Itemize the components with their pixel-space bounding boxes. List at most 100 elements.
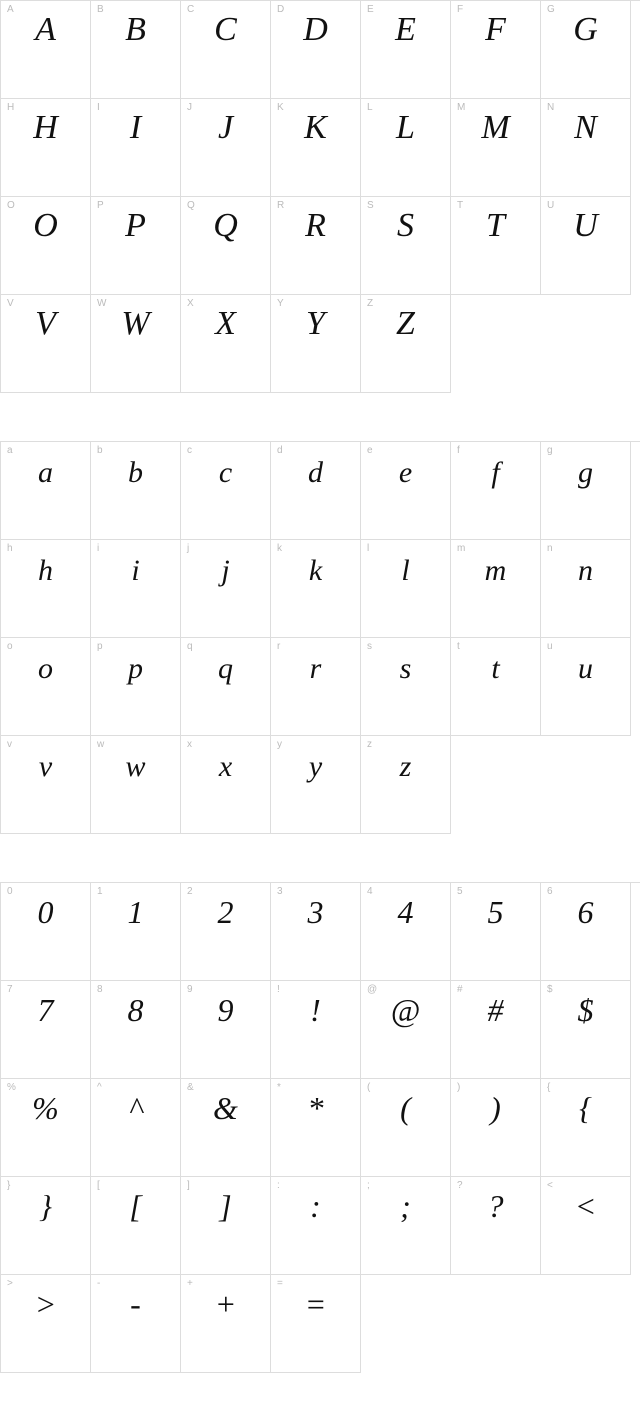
key-label: h xyxy=(7,544,13,554)
key-label: k xyxy=(277,544,282,554)
glyph-cell: ?? xyxy=(451,1177,541,1275)
glyph: G xyxy=(541,11,630,48)
glyph-cell: WW xyxy=(91,295,181,393)
key-label: v xyxy=(7,740,12,750)
glyph: N xyxy=(541,109,630,146)
glyph: r xyxy=(271,652,360,685)
glyph: 6 xyxy=(541,895,630,930)
glyph: O xyxy=(1,207,90,244)
glyph-cell: ^^ xyxy=(91,1079,181,1177)
glyph: l xyxy=(361,554,450,587)
glyph: b xyxy=(91,456,180,489)
glyph-cell: ww xyxy=(91,736,181,834)
glyph: j xyxy=(181,554,270,587)
glyph: I xyxy=(91,109,180,146)
glyph: } xyxy=(1,1189,90,1224)
glyph-cell: rr xyxy=(271,638,361,736)
glyph-cell: YY xyxy=(271,295,361,393)
glyph: a xyxy=(1,456,90,489)
glyph: # xyxy=(451,993,540,1028)
glyph-cell: QQ xyxy=(181,197,271,295)
glyph: Z xyxy=(361,305,450,342)
glyph: = xyxy=(271,1287,360,1322)
glyph: U xyxy=(541,207,630,244)
glyph-cell: II xyxy=(91,99,181,197)
key-label: c xyxy=(187,446,192,456)
key-label: b xyxy=(97,446,103,456)
key-label: r xyxy=(277,642,280,652)
glyph: K xyxy=(271,109,360,146)
glyph-cell: jj xyxy=(181,540,271,638)
key-label: x xyxy=(187,740,192,750)
glyph-cell: ii xyxy=(91,540,181,638)
glyph: A xyxy=(1,11,90,48)
glyph-cell: kk xyxy=(271,540,361,638)
key-label: i xyxy=(97,544,99,554)
glyph-cell: @@ xyxy=(361,981,451,1079)
glyph-cell: ee xyxy=(361,442,451,540)
glyph-cell: 88 xyxy=(91,981,181,1079)
glyph-cell: zz xyxy=(361,736,451,834)
glyph-cell: (( xyxy=(361,1079,451,1177)
glyph-cell: mm xyxy=(451,540,541,638)
key-label: g xyxy=(547,446,553,456)
glyph: * xyxy=(271,1091,360,1126)
glyph-cell: ll xyxy=(361,540,451,638)
glyph-cell: %% xyxy=(1,1079,91,1177)
glyph: ! xyxy=(271,993,360,1028)
key-label: d xyxy=(277,446,283,456)
glyph-cell: yy xyxy=(271,736,361,834)
glyph: $ xyxy=(541,993,630,1028)
glyph: W xyxy=(91,305,180,342)
glyph-cell: HH xyxy=(1,99,91,197)
glyph: ; xyxy=(361,1189,450,1224)
glyph: 0 xyxy=(1,895,90,930)
glyph: J xyxy=(181,109,270,146)
glyph-cell: !! xyxy=(271,981,361,1079)
glyph: z xyxy=(361,750,450,783)
glyph-cell: RR xyxy=(271,197,361,295)
glyph-cell: TT xyxy=(451,197,541,295)
key-label: j xyxy=(187,544,189,554)
glyph: ( xyxy=(361,1091,450,1126)
glyph-cell: << xyxy=(541,1177,631,1275)
glyph: L xyxy=(361,109,450,146)
glyph-cell: UU xyxy=(541,197,631,295)
glyph-cell: xx xyxy=(181,736,271,834)
key-label: l xyxy=(367,544,369,554)
glyph-cell: BB xyxy=(91,1,181,99)
glyph-cell: PP xyxy=(91,197,181,295)
glyph-cell: 77 xyxy=(1,981,91,1079)
glyph-cell: GG xyxy=(541,1,631,99)
glyph: V xyxy=(1,305,90,342)
glyph: % xyxy=(1,1091,90,1126)
glyph-cell: aa xyxy=(1,442,91,540)
glyph-cell: tt xyxy=(451,638,541,736)
glyph: < xyxy=(541,1189,630,1224)
glyph: 8 xyxy=(91,993,180,1028)
key-label: n xyxy=(547,544,553,554)
glyph: g xyxy=(541,456,630,489)
glyph: 9 xyxy=(181,993,270,1028)
glyph: P xyxy=(91,207,180,244)
glyph-cell: ++ xyxy=(181,1275,271,1373)
glyph: R xyxy=(271,207,360,244)
glyph: t xyxy=(451,652,540,685)
glyph-cell: :: xyxy=(271,1177,361,1275)
key-label: o xyxy=(7,642,13,652)
glyph-cell: EE xyxy=(361,1,451,99)
glyph: S xyxy=(361,207,450,244)
glyph: M xyxy=(451,109,540,146)
key-label: s xyxy=(367,642,372,652)
glyph: E xyxy=(361,11,450,48)
glyph-cell: ff xyxy=(451,442,541,540)
glyph-cell: 55 xyxy=(451,883,541,981)
glyph: o xyxy=(1,652,90,685)
glyph-cell: ## xyxy=(451,981,541,1079)
glyph-cell: OO xyxy=(1,197,91,295)
key-label: m xyxy=(457,544,465,554)
glyph-cell: MM xyxy=(451,99,541,197)
glyph-cell: VV xyxy=(1,295,91,393)
glyph: : xyxy=(271,1189,360,1224)
glyph: @ xyxy=(361,993,450,1028)
